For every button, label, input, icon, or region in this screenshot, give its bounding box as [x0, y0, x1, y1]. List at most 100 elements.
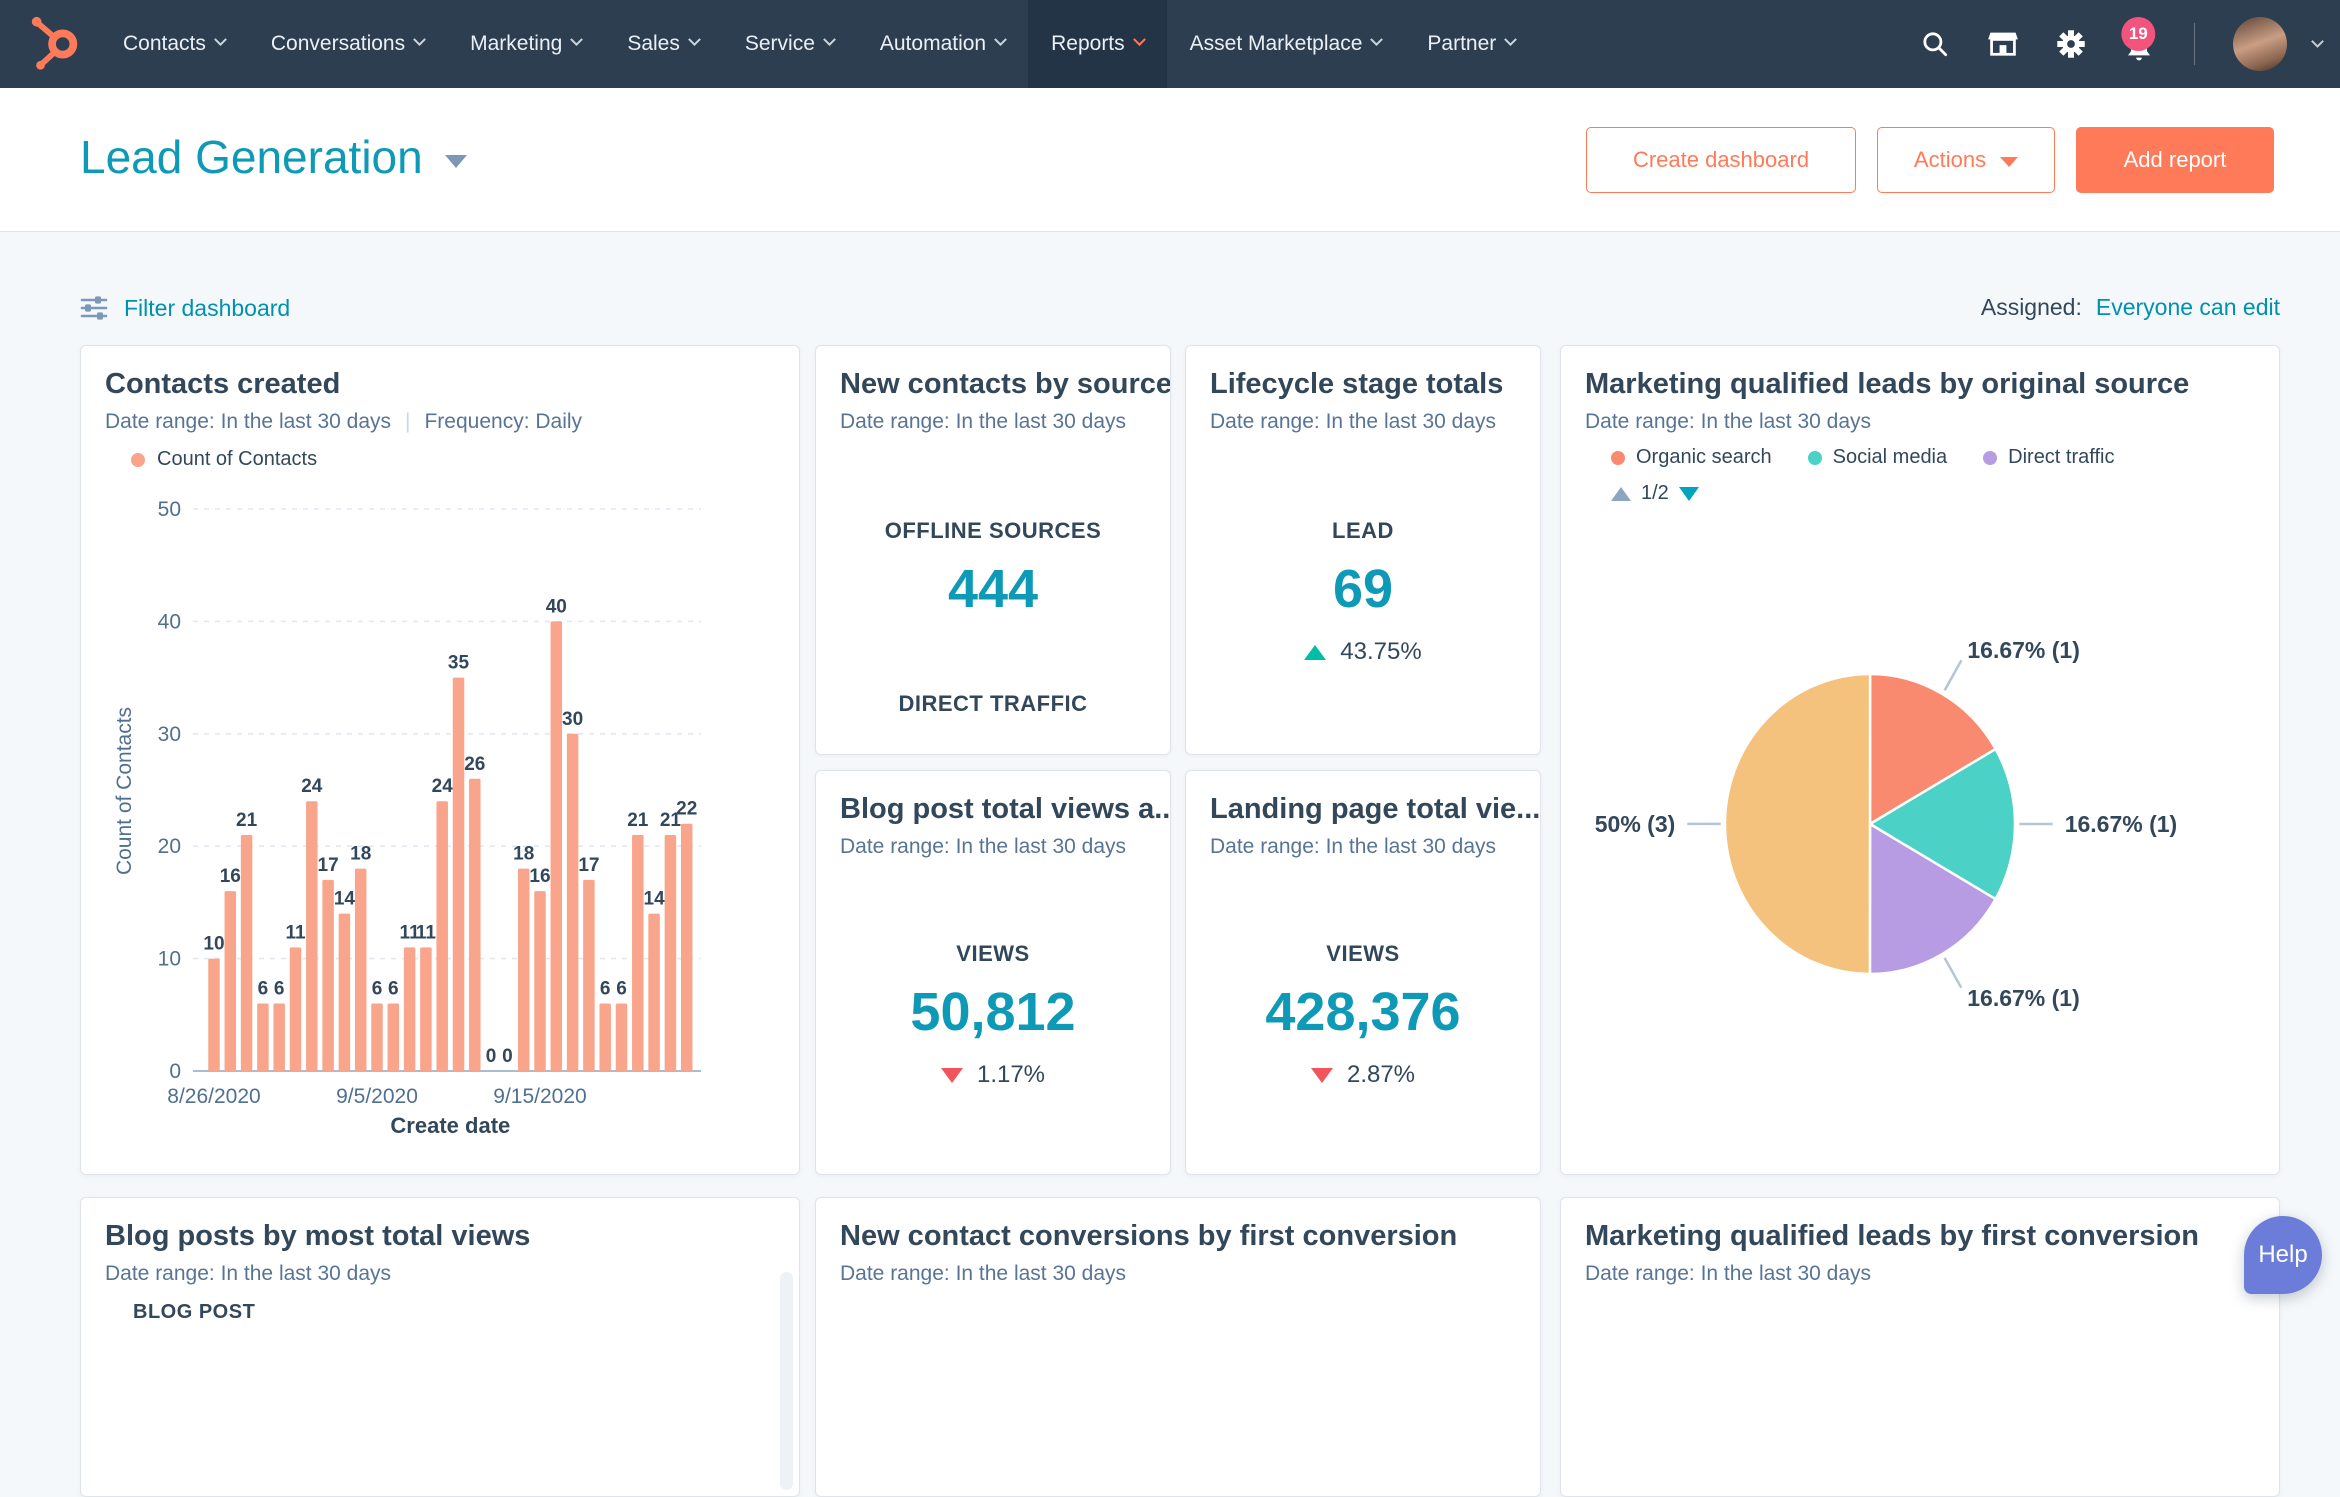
- nav-item-asset-marketplace[interactable]: Asset Marketplace: [1167, 0, 1405, 88]
- stat-block-next: DIRECT TRAFFIC: [816, 691, 1170, 717]
- chevron-down-icon[interactable]: [2311, 35, 2324, 48]
- nav-item-service[interactable]: Service: [722, 0, 857, 88]
- actions-button[interactable]: Actions: [1877, 127, 2055, 193]
- settings-icon[interactable]: [2054, 27, 2088, 61]
- svg-text:9/5/2020: 9/5/2020: [336, 1085, 418, 1108]
- chevron-down-icon: [688, 33, 701, 46]
- legend-item-direct-traffic[interactable]: Direct traffic: [1983, 446, 2114, 469]
- svg-text:14: 14: [644, 889, 666, 910]
- assigned-control: Assigned: Everyone can edit: [1981, 294, 2280, 321]
- stat-value: 428,376: [1186, 981, 1540, 1043]
- chevron-down-icon: [2000, 157, 2018, 167]
- up-triangle-icon: [1304, 645, 1326, 660]
- filter-dashboard-control[interactable]: Filter dashboard: [80, 294, 290, 322]
- filter-sliders-icon: [80, 294, 108, 322]
- svg-text:21: 21: [236, 810, 258, 831]
- stat-label: DIRECT TRAFFIC: [816, 691, 1170, 717]
- card-title: New contact conversions by first convers…: [840, 1220, 1457, 1253]
- svg-text:6: 6: [274, 979, 285, 1000]
- svg-text:0: 0: [486, 1046, 497, 1067]
- add-report-button[interactable]: Add report: [2076, 127, 2274, 193]
- notifications-icon[interactable]: 19: [2122, 27, 2156, 61]
- svg-text:6: 6: [258, 979, 269, 1000]
- svg-text:Create date: Create date: [390, 1113, 510, 1138]
- stat-label: VIEWS: [1186, 941, 1540, 967]
- nav-divider: [2194, 23, 2195, 65]
- svg-text:40: 40: [158, 610, 181, 633]
- svg-text:16: 16: [220, 866, 241, 887]
- svg-text:18: 18: [513, 844, 534, 865]
- svg-text:14: 14: [334, 889, 356, 910]
- delta-value: 1.17%: [977, 1061, 1045, 1089]
- filter-dashboard-label: Filter dashboard: [124, 295, 290, 322]
- nav-right-cluster: 19: [1918, 0, 2322, 88]
- svg-text:16: 16: [529, 866, 550, 887]
- legend-item-social-media[interactable]: Social media: [1808, 446, 1948, 469]
- user-avatar[interactable]: [2233, 17, 2287, 71]
- card-meta: Date range: In the last 30 days: [840, 835, 1126, 859]
- nav-item-marketing[interactable]: Marketing: [447, 0, 604, 88]
- nav-item-reports[interactable]: Reports: [1028, 0, 1167, 88]
- card-meta: Date range: In the last 30 days: [1585, 410, 1871, 434]
- nav-menu: Contacts Conversations Marketing Sales S…: [100, 0, 1538, 88]
- notification-badge: 19: [2121, 17, 2155, 51]
- chevron-down-icon: [823, 33, 836, 46]
- stat-delta: 2.87%: [1186, 1061, 1540, 1089]
- stat-label: OFFLINE SOURCES: [816, 518, 1170, 544]
- pager-down-icon[interactable]: [1679, 487, 1699, 501]
- stat-label: VIEWS: [816, 941, 1170, 967]
- nav-item-partner[interactable]: Partner: [1404, 0, 1538, 88]
- hubspot-logo-icon[interactable]: [26, 15, 84, 73]
- chevron-down-icon: [570, 33, 583, 46]
- card-contacts-created: Contacts created Date range: In the last…: [80, 345, 800, 1175]
- svg-text:24: 24: [432, 776, 454, 797]
- card-title: New contacts by source: [840, 368, 1171, 401]
- svg-text:16.67% (1): 16.67% (1): [1967, 985, 2080, 1011]
- search-icon[interactable]: [1918, 27, 1952, 61]
- page-title: Lead Generation: [80, 130, 423, 184]
- svg-text:20: 20: [158, 835, 181, 858]
- legend-dot: [1808, 451, 1822, 465]
- stat-delta: 1.17%: [816, 1061, 1170, 1089]
- nav-item-sales[interactable]: Sales: [604, 0, 722, 88]
- legend-item-organic-search[interactable]: Organic search: [1611, 446, 1772, 469]
- nav-item-label: Conversations: [271, 32, 405, 56]
- down-triangle-icon: [1311, 1068, 1333, 1083]
- actions-button-label: Actions: [1914, 147, 1986, 173]
- assigned-value-link[interactable]: Everyone can edit: [2096, 294, 2280, 321]
- dashboard-title-dropdown[interactable]: Lead Generation: [80, 130, 467, 184]
- card-new-contact-conversions: New contact conversions by first convers…: [815, 1197, 1541, 1497]
- svg-text:6: 6: [372, 979, 383, 1000]
- legend-label: Organic search: [1636, 446, 1772, 469]
- nav-item-label: Reports: [1051, 32, 1125, 56]
- legend-label: Direct traffic: [2008, 446, 2114, 469]
- stat-value: 50,812: [816, 981, 1170, 1043]
- nav-item-label: Automation: [880, 32, 986, 56]
- svg-text:0: 0: [169, 1060, 181, 1083]
- chevron-down-icon: [445, 155, 467, 168]
- create-dashboard-button[interactable]: Create dashboard: [1586, 127, 1856, 193]
- card-meta: Date range: In the last 30 days: [1210, 835, 1496, 859]
- nav-item-label: Asset Marketplace: [1190, 32, 1363, 56]
- legend-dot: [1983, 451, 1997, 465]
- mql-pie-chart[interactable]: 16.67% (1)16.67% (1)16.67% (1)50% (3): [1561, 511, 2280, 1171]
- dashboard-header: Lead Generation Create dashboard Actions…: [0, 88, 2340, 232]
- stat-label: LEAD: [1186, 518, 1540, 544]
- marketplace-icon[interactable]: [1986, 27, 2020, 61]
- legend-label: Social media: [1833, 446, 1948, 469]
- chevron-down-icon: [413, 33, 426, 46]
- pager-up-icon[interactable]: [1611, 487, 1631, 501]
- nav-item-conversations[interactable]: Conversations: [248, 0, 447, 88]
- svg-text:11: 11: [416, 922, 437, 943]
- chevron-down-icon: [1371, 33, 1384, 46]
- meta-divider: |: [391, 410, 424, 433]
- card-scrollbar[interactable]: [780, 1272, 793, 1490]
- nav-item-automation[interactable]: Automation: [857, 0, 1028, 88]
- nav-item-contacts[interactable]: Contacts: [100, 0, 248, 88]
- card-blog-posts-by-most-total-views: Blog posts by most total views Date rang…: [80, 1197, 800, 1497]
- help-button[interactable]: Help: [2244, 1216, 2322, 1294]
- stat-block: VIEWS 428,376 2.87%: [1186, 941, 1540, 1089]
- card-landing-page-total-views: Landing page total vie... Date range: In…: [1185, 770, 1541, 1175]
- svg-text:17: 17: [318, 855, 339, 876]
